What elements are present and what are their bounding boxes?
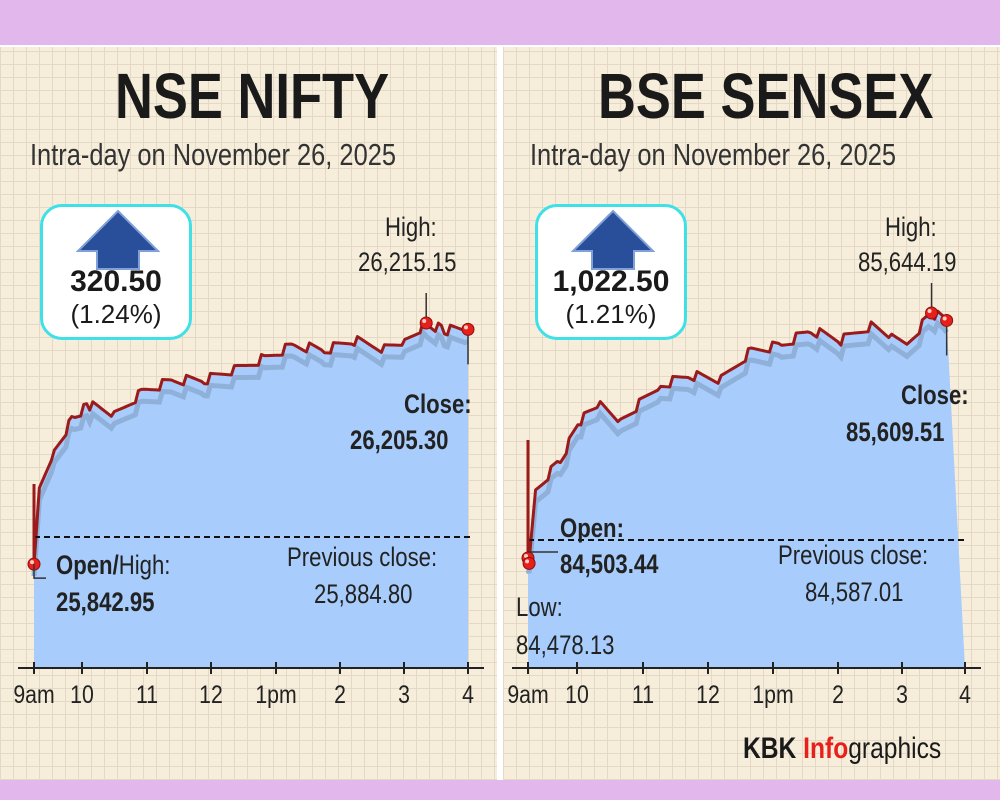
x-tick-label: 10 bbox=[70, 680, 94, 708]
prev-close-value: 84,587.01 bbox=[805, 577, 904, 607]
line-shadow bbox=[31, 327, 470, 577]
high-marker-highlight bbox=[422, 319, 427, 323]
open-marker-highlight bbox=[30, 560, 34, 565]
open-marker-highlight bbox=[524, 553, 528, 558]
high-marker-highlight bbox=[927, 309, 932, 313]
low-marker-highlight bbox=[525, 559, 530, 564]
x-tick-label: 1pm bbox=[752, 680, 793, 708]
up-arrow-icon bbox=[570, 209, 656, 270]
up-arrow-icon bbox=[75, 209, 161, 270]
prev-close-label: Previous close: bbox=[778, 540, 929, 570]
price-line bbox=[526, 309, 948, 563]
close-marker bbox=[940, 313, 954, 327]
x-tick-label: 2 bbox=[334, 680, 346, 708]
x-tick-label: 11 bbox=[136, 680, 158, 708]
close-label: Close: bbox=[901, 380, 969, 410]
area-fill bbox=[528, 311, 965, 668]
chart-title: NSE NIFTY bbox=[115, 60, 390, 132]
x-tick-label: 3 bbox=[896, 680, 908, 708]
open-label: Open/High: bbox=[56, 550, 170, 581]
open-label: Open: bbox=[560, 513, 624, 543]
change-points: 1,022.50 bbox=[552, 265, 670, 298]
close-value: 26,205.30 bbox=[350, 425, 449, 455]
change-percent: (1.21%) bbox=[565, 299, 657, 329]
sensex-chart: 9am 10 11 12 1pm 2 3 4 bbox=[507, 283, 981, 708]
credit-logo: KBK Infographics bbox=[743, 732, 941, 766]
close-marker bbox=[461, 322, 475, 336]
price-line bbox=[32, 319, 469, 565]
x-tick-label: 12 bbox=[696, 680, 720, 708]
high-label: High: bbox=[885, 212, 937, 242]
open-leader bbox=[33, 564, 46, 579]
line-shadow bbox=[525, 318, 949, 574]
change-box: 1,022.50 (1.21%) bbox=[535, 204, 687, 340]
low-label: Low: bbox=[516, 592, 563, 622]
x-tick-label: 2 bbox=[832, 680, 844, 708]
x-tick-label: 10 bbox=[565, 680, 589, 708]
x-tick-label: 1pm bbox=[255, 680, 296, 708]
prev-close-label: Previous close: bbox=[287, 542, 438, 572]
low-value: 84,478.13 bbox=[516, 630, 615, 660]
open-value: 84,503.44 bbox=[560, 549, 659, 579]
chart-title: BSE SENSEX bbox=[598, 60, 934, 132]
change-percent: (1.24%) bbox=[70, 299, 162, 329]
nifty-panel: NSE NIFTY Intra-day on November 26, 2025… bbox=[0, 47, 497, 780]
x-tick-label: 3 bbox=[398, 680, 410, 708]
change-points: 320.50 bbox=[70, 265, 162, 298]
x-tick-label: 4 bbox=[462, 680, 474, 708]
x-tick-label: 9am bbox=[13, 680, 54, 708]
x-tick-label: 11 bbox=[632, 680, 654, 708]
high-marker bbox=[925, 306, 939, 320]
high-marker bbox=[419, 316, 433, 330]
prev-close-value: 25,884.80 bbox=[314, 579, 413, 609]
top-border bbox=[0, 45, 1000, 47]
x-tick-label: 4 bbox=[959, 680, 971, 708]
chart-subtitle: Intra-day on November 26, 2025 bbox=[530, 137, 896, 172]
chart-subtitle: Intra-day on November 26, 2025 bbox=[30, 137, 396, 172]
nifty-chart: 9am 10 11 12 1pm 2 3 4 bbox=[13, 293, 484, 708]
x-tick-label: 12 bbox=[199, 680, 223, 708]
low-marker bbox=[522, 556, 536, 570]
change-box: 320.50 (1.24%) bbox=[40, 204, 192, 340]
sensex-panel: BSE SENSEX Intra-day on November 26, 202… bbox=[503, 47, 1000, 780]
high-value: 26,215.15 bbox=[358, 247, 457, 277]
close-marker-highlight bbox=[942, 316, 947, 321]
credit-graphics: graphics bbox=[848, 732, 942, 765]
close-value: 85,609.51 bbox=[846, 417, 945, 447]
high-label: High: bbox=[385, 212, 437, 242]
x-tick-label: 9am bbox=[507, 680, 548, 708]
close-marker-highlight bbox=[464, 325, 468, 330]
credit-info: Info bbox=[803, 732, 849, 765]
open-value: 25,842.95 bbox=[56, 587, 155, 617]
close-label: Close: bbox=[404, 389, 472, 419]
open-label-rest: High: bbox=[118, 550, 171, 580]
area-fill bbox=[34, 320, 468, 668]
credit-kbk: KBK bbox=[743, 732, 804, 765]
panel-divider bbox=[497, 47, 503, 780]
open-label-bold: Open/ bbox=[56, 550, 119, 580]
high-value: 85,644.19 bbox=[858, 247, 957, 277]
